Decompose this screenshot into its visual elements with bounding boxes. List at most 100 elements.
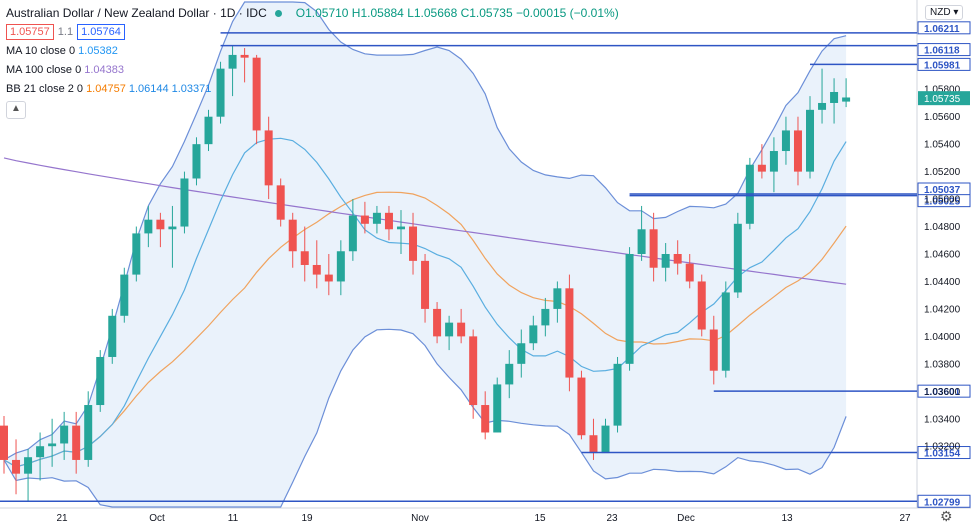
candle	[372, 205, 381, 234]
last-price-box	[918, 91, 970, 106]
candle-body	[433, 308, 442, 337]
candle-body	[60, 425, 69, 444]
candle-body	[84, 405, 93, 460]
bb-basis-line	[3, 191, 847, 468]
candle-body	[445, 322, 454, 337]
candle-body	[24, 457, 33, 474]
candle	[433, 302, 442, 344]
level-label-box	[917, 384, 971, 398]
candle-body	[493, 384, 502, 433]
candle-body	[830, 91, 839, 103]
ma10-value: 1.05382	[78, 45, 118, 57]
candle	[252, 54, 261, 145]
chevron-down-icon: ▾	[953, 7, 959, 18]
candle	[276, 178, 285, 227]
candle	[421, 254, 430, 323]
candle-body	[156, 219, 165, 230]
candle	[818, 68, 827, 124]
candle-body	[793, 130, 802, 172]
ma100-label: MA 100 close 0	[6, 64, 82, 76]
bb-lower-line	[3, 328, 847, 508]
candle	[264, 116, 273, 200]
candle	[120, 267, 129, 323]
candle-body	[144, 219, 153, 234]
price-tick-label: 1.04400	[924, 277, 961, 288]
candle	[625, 247, 634, 371]
candle-body	[457, 322, 466, 337]
candle-body	[192, 144, 201, 179]
legend-title-row: Australian Dollar / New Zealand Dollar ·…	[6, 4, 619, 23]
price-tick-label: 1.05200	[924, 167, 961, 178]
candle	[721, 281, 730, 378]
candle	[396, 210, 405, 254]
candle-body	[529, 325, 538, 344]
level-label: 1.06118	[924, 46, 960, 57]
candle	[108, 308, 117, 364]
candle	[36, 432, 45, 481]
level-label: 1.03154	[924, 449, 961, 460]
candle-body	[806, 109, 815, 172]
candle-body	[180, 178, 189, 227]
candle-body	[481, 405, 490, 433]
candle-body	[300, 251, 309, 265]
buy-button[interactable]: 1.05764	[77, 24, 125, 40]
level-label: 1.06211	[924, 24, 960, 35]
candle-body	[240, 54, 249, 58]
ma100-legend[interactable]: MA 100 close 0 1.04383	[6, 61, 619, 80]
grid	[0, 0, 971, 509]
candle	[168, 205, 177, 268]
candle-body	[613, 363, 622, 426]
candle	[661, 243, 670, 282]
chevron-up-icon[interactable]: ▲	[6, 101, 26, 119]
currency-selector[interactable]: NZD ▾	[925, 5, 964, 20]
candle	[577, 370, 586, 440]
candle-body	[685, 263, 694, 282]
level-label-box	[917, 43, 971, 57]
candle-body	[577, 377, 586, 436]
ma100-line	[3, 157, 847, 285]
candle-body	[132, 233, 141, 275]
candle	[360, 201, 369, 234]
level-line: 1.05981	[810, 57, 971, 71]
candle-body	[324, 274, 333, 282]
symbol-title[interactable]: Australian Dollar / New Zealand Dollar ·…	[6, 6, 267, 20]
ma10-legend[interactable]: MA 10 close 0 1.05382	[6, 42, 619, 61]
candle-body	[818, 102, 827, 110]
level-line: 1.06118	[220, 43, 971, 57]
candle	[228, 45, 237, 97]
bb-legend[interactable]: BB 21 close 2 0 1.04757 1.06144 1.03371	[6, 80, 619, 99]
candle-body	[565, 288, 574, 378]
gear-icon[interactable]: ⚙	[940, 508, 953, 524]
candle	[649, 212, 658, 282]
price-tick-label: 1.03600	[924, 387, 961, 398]
candle-body	[336, 251, 345, 282]
bb-upper-line	[3, 1, 847, 461]
level-line: 1.03154	[581, 446, 971, 460]
time-tick-label: 27	[899, 513, 911, 524]
trade-row: 1.05757 1.1 1.05764	[6, 23, 619, 42]
candle	[769, 137, 778, 193]
sell-button[interactable]: 1.05757	[6, 24, 54, 40]
candle	[96, 350, 105, 412]
price-tick-label: 1.04200	[924, 304, 961, 315]
candle	[60, 411, 69, 460]
time-tick-label: 13	[781, 513, 793, 524]
candle	[793, 116, 802, 186]
candle	[733, 212, 742, 298]
candle	[192, 137, 201, 186]
candle	[72, 411, 81, 474]
candle	[469, 329, 478, 419]
candle-body	[733, 223, 742, 293]
candle	[517, 329, 526, 378]
candle-body	[409, 226, 418, 261]
level-label: 1.05025	[924, 197, 961, 208]
candle-body	[348, 215, 357, 252]
level-label: 1.02799	[924, 497, 961, 508]
market-status-icon	[274, 10, 282, 18]
candle-body	[288, 219, 297, 252]
candle-body	[637, 229, 646, 254]
time-tick-label: Nov	[411, 513, 429, 524]
candle-body	[721, 292, 730, 371]
